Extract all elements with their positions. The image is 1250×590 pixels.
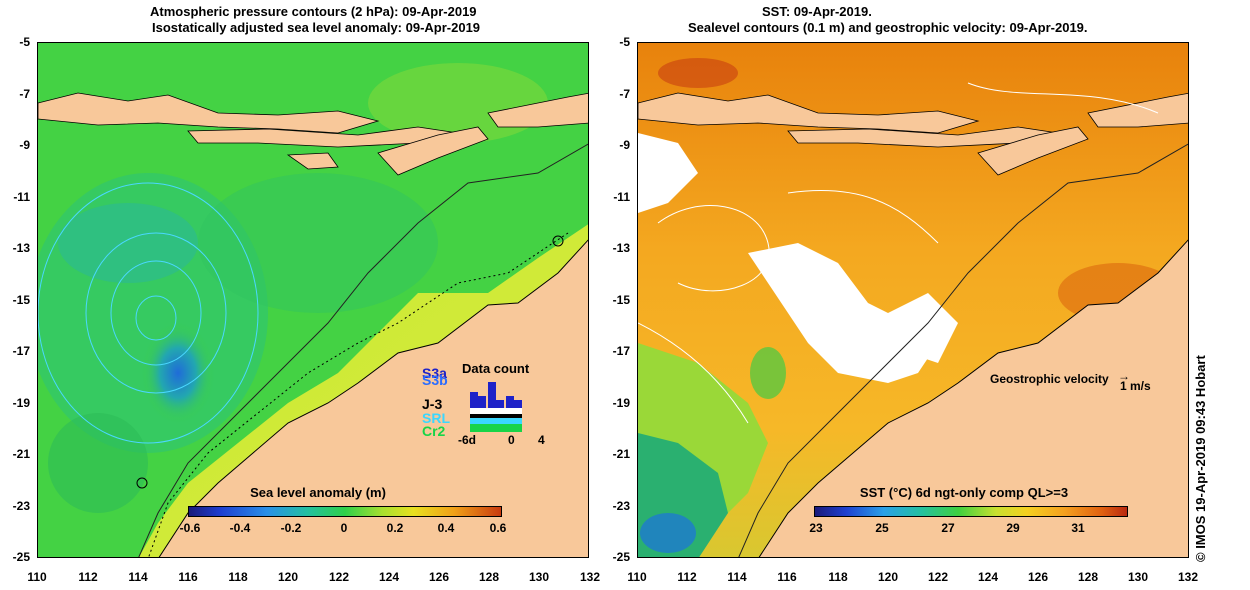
x-tick-right: 116 bbox=[777, 570, 797, 584]
y-tick-left: -7 bbox=[19, 87, 30, 101]
y-tick-left: -19 bbox=[12, 396, 30, 410]
sla-colorbar-title: Sea level anomaly (m) bbox=[250, 485, 386, 500]
x-tick-right: 130 bbox=[1127, 570, 1149, 584]
left-title-line2: Isostatically adjusted sea level anomaly… bbox=[152, 20, 481, 35]
x-tick-left: 112 bbox=[78, 570, 98, 584]
y-tick-right: -23 bbox=[612, 499, 630, 513]
y-tick-left: -17 bbox=[12, 344, 30, 358]
x-tick-left: 114 bbox=[128, 570, 148, 584]
x-tick-right: 124 bbox=[977, 570, 999, 584]
velocity-arrow-icon: → bbox=[1118, 369, 1130, 383]
right-title-line2: Sealevel contours (0.1 m) and geostrophi… bbox=[688, 20, 1088, 35]
y-tick-left: -11 bbox=[13, 190, 30, 204]
sst-tick: 25 bbox=[875, 521, 889, 535]
sst-colorbar bbox=[814, 506, 1128, 517]
geostrophic-velocity-label: Geostrophic velocity bbox=[990, 372, 1109, 386]
y-tick-right: -11 bbox=[613, 190, 630, 204]
sla-tick: 0.4 bbox=[437, 521, 455, 535]
data-count-histogram bbox=[470, 382, 522, 432]
y-tick-right: -21 bbox=[612, 447, 630, 461]
y-tick-right: -17 bbox=[612, 344, 630, 358]
x-tick-right: 122 bbox=[927, 570, 949, 584]
y-tick-left: -13 bbox=[12, 241, 30, 255]
data-count-title: Data count bbox=[462, 361, 530, 376]
x-tick-left: 122 bbox=[328, 570, 350, 584]
sla-tick: 0.2 bbox=[386, 521, 404, 535]
x-tick-right: 112 bbox=[677, 570, 697, 584]
x-tick-left: 130 bbox=[528, 570, 550, 584]
data-count-inset: Data count S3a S3b J-3 SRL Cr2 -6d 0 4 bbox=[422, 361, 572, 451]
y-tick-right: -19 bbox=[612, 396, 630, 410]
y-tick-left: -9 bbox=[19, 138, 30, 152]
sla-tick: 0.6 bbox=[489, 521, 507, 535]
x-tick-left: 128 bbox=[478, 570, 500, 584]
sst-map: Geostrophic velocity → 1 m/s SST (°C) 6d… bbox=[637, 42, 1189, 558]
imos-credit: © IMOS 19-Apr-2019 09:43 Hobart bbox=[1193, 355, 1208, 562]
y-tick-left: -21 bbox=[12, 447, 30, 461]
right-title-line1: SST: 09-Apr-2019. bbox=[762, 4, 872, 19]
sea-level-anomaly-map: Data count S3a S3b J-3 SRL Cr2 -6d 0 4 S… bbox=[37, 42, 589, 558]
y-tick-right: -9 bbox=[619, 138, 630, 152]
sst-colorbar-title: SST (°C) 6d ngt-only comp QL>=3 bbox=[859, 485, 1069, 500]
sla-tick: -0.6 bbox=[179, 521, 201, 535]
y-tick-right: -7 bbox=[619, 87, 630, 101]
y-tick-left: -25 bbox=[12, 550, 30, 564]
data-count-axis-left: -6d bbox=[458, 433, 476, 447]
x-tick-right: 132 bbox=[1177, 570, 1199, 584]
data-count-axis-right: 4 bbox=[538, 433, 545, 447]
y-tick-right: -13 bbox=[612, 241, 630, 255]
sla-tick: -0.2 bbox=[280, 521, 302, 535]
x-tick-left: 116 bbox=[178, 570, 198, 584]
x-tick-right: 110 bbox=[627, 570, 647, 584]
y-tick-left: -15 bbox=[12, 293, 30, 307]
x-tick-left: 132 bbox=[579, 570, 601, 584]
left-title-line1: Atmospheric pressure contours (2 hPa): 0… bbox=[150, 4, 477, 19]
y-tick-right: -25 bbox=[612, 550, 630, 564]
x-tick-left: 118 bbox=[228, 570, 248, 584]
x-tick-left: 120 bbox=[277, 570, 299, 584]
sla-tick: 0 bbox=[340, 521, 348, 535]
x-tick-right: 120 bbox=[877, 570, 899, 584]
x-tick-right: 128 bbox=[1077, 570, 1099, 584]
y-tick-left: -5 bbox=[19, 35, 30, 49]
sst-tick: 31 bbox=[1071, 521, 1085, 535]
x-tick-left: 110 bbox=[27, 570, 47, 584]
sat-label-cr2: Cr2 bbox=[422, 423, 446, 439]
sat-label-srl: SRL bbox=[422, 410, 450, 426]
y-tick-right: -15 bbox=[612, 293, 630, 307]
sst-tick: 23 bbox=[809, 521, 823, 535]
x-tick-left: 124 bbox=[378, 570, 400, 584]
velocity-scale-unit: 1 m/s bbox=[1120, 379, 1151, 393]
sat-label-s3b: S3b bbox=[422, 372, 448, 388]
sst-tick: 27 bbox=[941, 521, 955, 535]
y-tick-left: -23 bbox=[12, 499, 30, 513]
sat-label-s3a: S3a bbox=[422, 365, 447, 381]
data-count-axis-mid: 0 bbox=[508, 433, 515, 447]
sat-label-j3: J-3 bbox=[422, 396, 443, 412]
sst-tick: 29 bbox=[1006, 521, 1020, 535]
x-tick-left: 126 bbox=[428, 570, 450, 584]
x-tick-right: 118 bbox=[828, 570, 848, 584]
sla-colorbar bbox=[188, 506, 502, 517]
x-tick-right: 114 bbox=[727, 570, 747, 584]
x-tick-right: 126 bbox=[1027, 570, 1049, 584]
y-tick-right: -5 bbox=[619, 35, 630, 49]
sla-tick: -0.4 bbox=[229, 521, 251, 535]
